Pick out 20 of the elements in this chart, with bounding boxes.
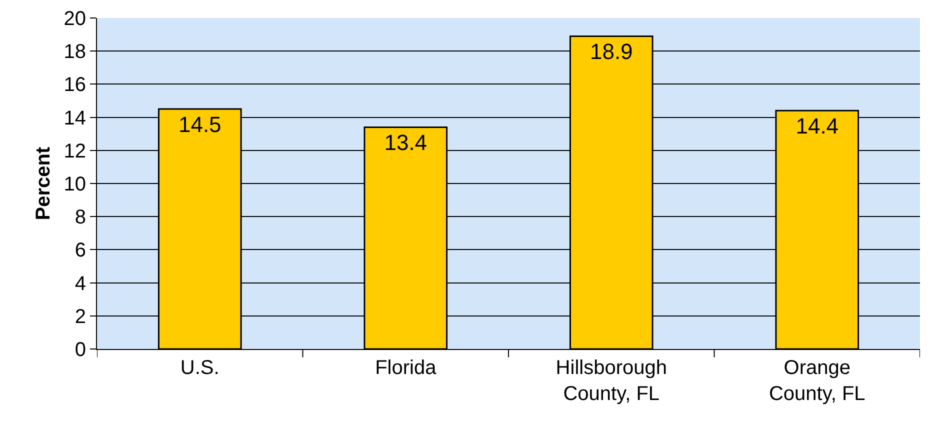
x-tick-label: Hillsborough County, FL [556, 357, 667, 405]
y-tick-label: 16 [64, 74, 86, 96]
y-axis-title: Percent [32, 146, 54, 220]
data-label: 18.9 [590, 39, 633, 64]
x-tick-label: U.S. [180, 357, 220, 379]
y-tick-label: 18 [64, 41, 86, 64]
y-tick-label: 4 [74, 272, 86, 295]
data-label: 14.4 [796, 114, 839, 139]
y-tick-label: 14 [64, 107, 86, 130]
y-tick-label: 6 [74, 240, 86, 262]
y-tick-label: 8 [74, 206, 86, 229]
y-tick-label: 10 [64, 174, 86, 196]
x-tick-label: Florida [375, 357, 438, 379]
data-label: 13.4 [384, 130, 428, 156]
y-tick-label: 12 [64, 140, 86, 162]
y-tick-label: 20 [64, 8, 86, 30]
data-label: 14.5 [178, 112, 222, 138]
y-tick-label: 2 [74, 306, 86, 328]
y-tick-label: 0 [74, 339, 86, 361]
x-tick-label: Orange County, FL [768, 357, 866, 405]
